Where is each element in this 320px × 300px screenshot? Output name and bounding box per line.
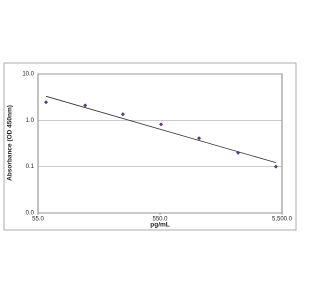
x-tick-label: 550.0: [152, 217, 168, 223]
data-point: [83, 103, 88, 108]
x-tick-label: 5,500.0: [272, 217, 293, 223]
data-point: [159, 122, 164, 127]
frame: [3, 62, 297, 231]
x-tick-label: 55.0: [32, 217, 44, 223]
y-tick-label: 1.0: [26, 118, 35, 124]
x-axis-title: pg/mL: [150, 222, 170, 229]
y-axis-title: Absorbance (OD 450nm): [7, 105, 14, 181]
plot-area: [37, 73, 283, 214]
data-point: [273, 164, 278, 169]
y-tick-label: 10.0: [22, 72, 34, 78]
trendline: [45, 95, 276, 164]
y-tick-label: 0.1: [26, 164, 35, 170]
chart: pg/mL Absorbance (OD 450nm) 0.0 0.1 1.0 10.…: [3, 62, 297, 231]
data-point: [120, 112, 125, 117]
data-point: [197, 136, 202, 141]
y-tick-label: 0.0: [26, 211, 35, 217]
data-point: [44, 100, 49, 105]
data-point: [236, 150, 241, 155]
